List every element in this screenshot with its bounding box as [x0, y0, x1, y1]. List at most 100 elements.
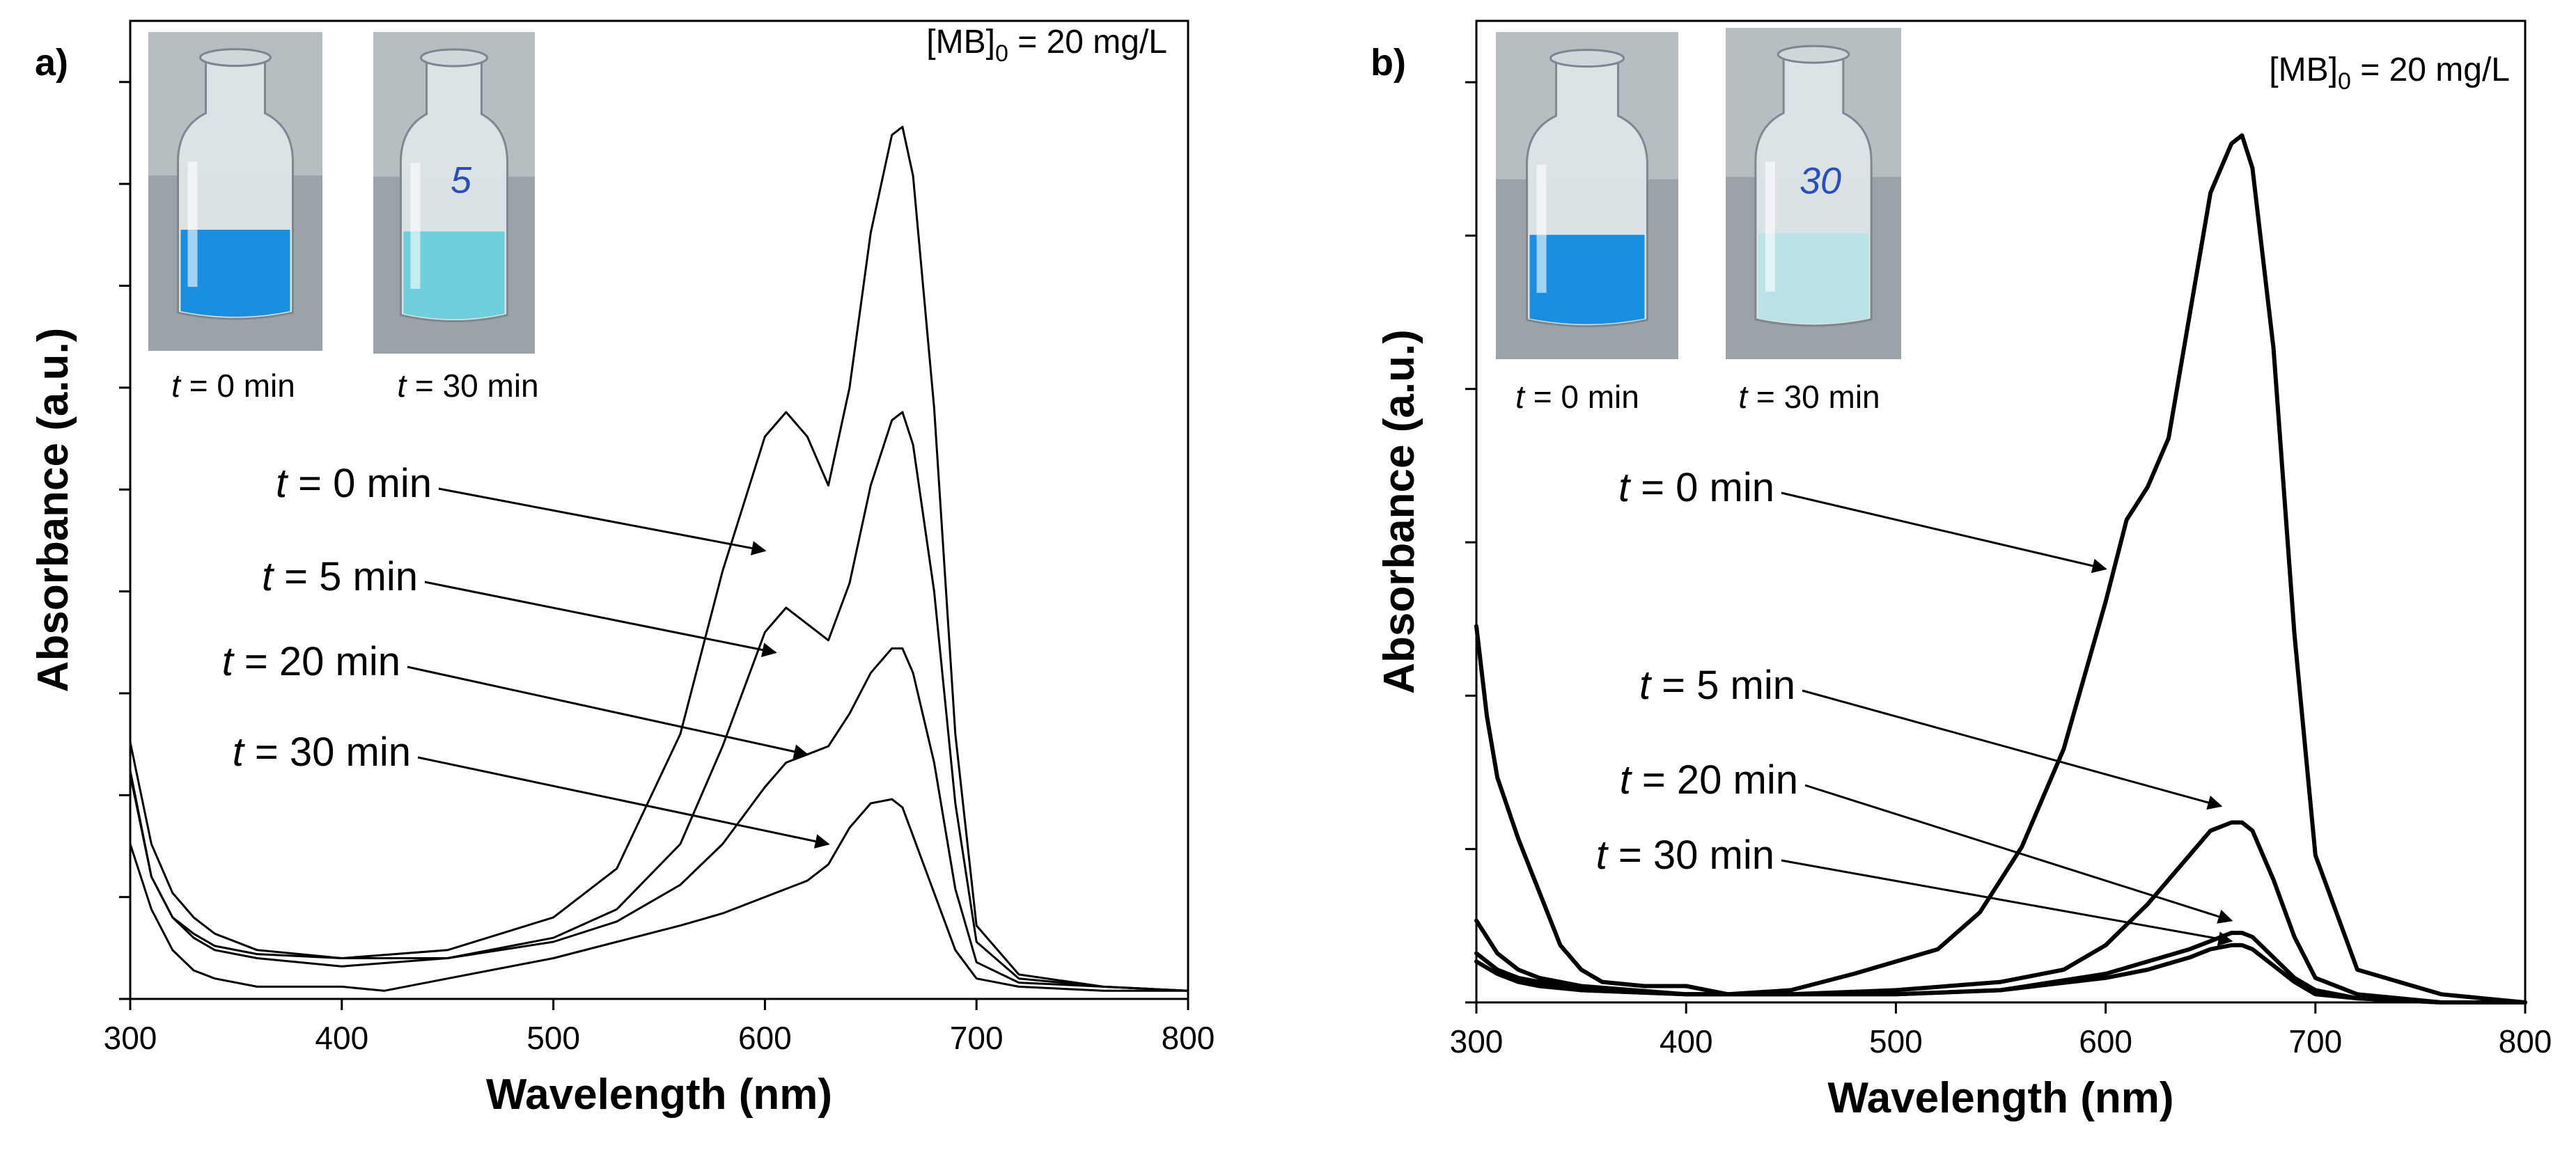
y-axis-title: Absorbance (a.u.) — [29, 328, 77, 693]
vial-highlight — [410, 162, 421, 289]
annotation-label: t = 5 min — [1639, 663, 1795, 708]
annotation-rest: = 0 min — [287, 461, 432, 506]
caption-rest: = 30 min — [406, 368, 539, 404]
x-tick-label: 400 — [1660, 1023, 1713, 1059]
series-line-0 — [1474, 133, 2527, 1005]
vial-marking: 30 — [1800, 160, 1841, 202]
x-axis-title: Wavelength (nm) — [1827, 1074, 2173, 1122]
vial-lip — [1777, 45, 1850, 64]
panel-a: 300 400 500 600 700 800 Wavelength (nm) Absorba… — [29, 19, 1215, 1119]
inset-photo: 30 — [1726, 28, 1901, 359]
annotation-arrow — [438, 487, 767, 556]
concentration-label: [MB]0 = 20 mg/L — [926, 24, 1167, 67]
panel-label: b) — [1371, 42, 1406, 84]
vial-lip — [1549, 49, 1625, 68]
x-tick-label: 800 — [2499, 1023, 2552, 1059]
series-line-3 — [1474, 943, 2527, 1005]
y-axis-title: Absorbance (a.u.) — [1375, 329, 1423, 694]
x-tick-label: 700 — [2288, 1023, 2342, 1059]
annotation-italic: t — [1639, 663, 1653, 708]
series-line-2 — [129, 647, 1189, 992]
photo-caption: t = 30 min — [397, 368, 538, 404]
annotation-rest: = 5 min — [273, 554, 418, 599]
caption-rest: = 0 min — [180, 368, 295, 404]
annotation-arrow — [407, 665, 809, 759]
x-tick-label: 600 — [2079, 1023, 2132, 1059]
annotation-rest: = 20 min — [1631, 757, 1798, 803]
concentration-subscript: 0 — [2338, 68, 2351, 95]
series-line-3 — [129, 798, 1189, 992]
series-line-0 — [129, 125, 1189, 992]
annotation-arrow — [417, 756, 830, 849]
caption-rest: = 30 min — [1747, 379, 1880, 415]
inset-photo — [148, 32, 322, 351]
photo-caption: t = 0 min — [1515, 379, 1639, 415]
photo-caption: t = 30 min — [1738, 379, 1880, 415]
plot-frame — [129, 19, 1189, 1000]
annotation-arrow — [1802, 689, 2223, 810]
series-line-1 — [129, 411, 1189, 992]
annotation-label: t = 30 min — [1596, 833, 1774, 878]
annotation-label: t = 20 min — [1620, 757, 1798, 803]
annotation-rest: = 20 min — [233, 639, 400, 684]
x-tick-label: 400 — [315, 1020, 368, 1056]
panel-label: a) — [35, 42, 68, 84]
vial-highlight — [1765, 161, 1775, 292]
annotation-label: t = 0 min — [276, 461, 432, 506]
vial-marking: 5 — [451, 159, 472, 201]
caption-italic: t — [1738, 379, 1749, 415]
annotation-italic: t — [233, 730, 246, 775]
annotation-italic: t — [262, 554, 275, 599]
annotation-arrow — [1781, 859, 2233, 946]
annotation-italic: t — [222, 639, 235, 684]
x-tick-label: 700 — [950, 1020, 1004, 1056]
vial-highlight — [187, 161, 198, 287]
vial-liquid — [403, 231, 505, 320]
inset-photo: 5 — [373, 32, 535, 354]
x-tick-label: 800 — [1162, 1020, 1215, 1056]
series-line-1 — [1474, 820, 2527, 1005]
x-tick-label: 300 — [1450, 1023, 1504, 1059]
concentration-subscript: 0 — [995, 40, 1008, 67]
annotation-arrow — [1781, 491, 2107, 574]
concentration-label: [MB]0 = 20 mg/L — [2269, 52, 2510, 95]
vial-highlight — [1536, 164, 1547, 293]
concentration-suffix: = 20 mg/L — [2351, 52, 2510, 88]
annotation-arrow — [1804, 784, 2233, 924]
x-tick-label: 500 — [1869, 1023, 1923, 1059]
x-axis-title: Wavelength (nm) — [486, 1071, 832, 1119]
annotation-rest: = 5 min — [1650, 663, 1795, 708]
x-tick-label: 600 — [738, 1020, 792, 1056]
inset-photo — [1496, 32, 1678, 359]
concentration-suffix: = 20 mg/L — [1008, 24, 1167, 61]
annotation-italic: t — [1618, 465, 1632, 510]
annotation-label: t = 0 min — [1618, 465, 1774, 510]
annotation-label: t = 30 min — [233, 730, 411, 775]
annotation-rest: = 0 min — [1630, 465, 1774, 510]
concentration-prefix: [MB] — [926, 24, 995, 61]
photo-caption: t = 0 min — [171, 368, 295, 404]
caption-italic: t — [171, 368, 182, 404]
annotation-italic: t — [276, 461, 289, 506]
concentration-prefix: [MB] — [2269, 52, 2338, 88]
annotation-italic: t — [1620, 757, 1633, 803]
vial-liquid — [1529, 235, 1645, 324]
vial-lip — [420, 48, 488, 68]
annotation-rest: = 30 min — [244, 730, 411, 775]
plot-frame — [1475, 19, 2527, 1004]
caption-italic: t — [1515, 379, 1526, 415]
annotation-italic: t — [1596, 833, 1609, 878]
annotation-arrow — [424, 581, 777, 657]
x-tick-label: 300 — [104, 1020, 157, 1056]
caption-italic: t — [397, 368, 407, 404]
annotation-label: t = 5 min — [262, 554, 418, 599]
x-tick-label: 500 — [526, 1020, 580, 1056]
annotation-label: t = 20 min — [222, 639, 400, 684]
vial-liquid — [1758, 233, 1869, 324]
vial-lip — [199, 48, 272, 68]
caption-rest: = 0 min — [1524, 379, 1639, 415]
annotation-rest: = 30 min — [1607, 833, 1774, 878]
vial-liquid — [180, 229, 290, 317]
